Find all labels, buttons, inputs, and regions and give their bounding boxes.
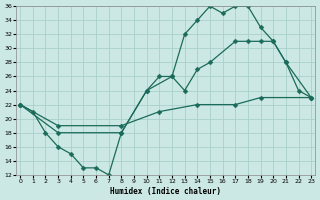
X-axis label: Humidex (Indice chaleur): Humidex (Indice chaleur) [110, 187, 221, 196]
